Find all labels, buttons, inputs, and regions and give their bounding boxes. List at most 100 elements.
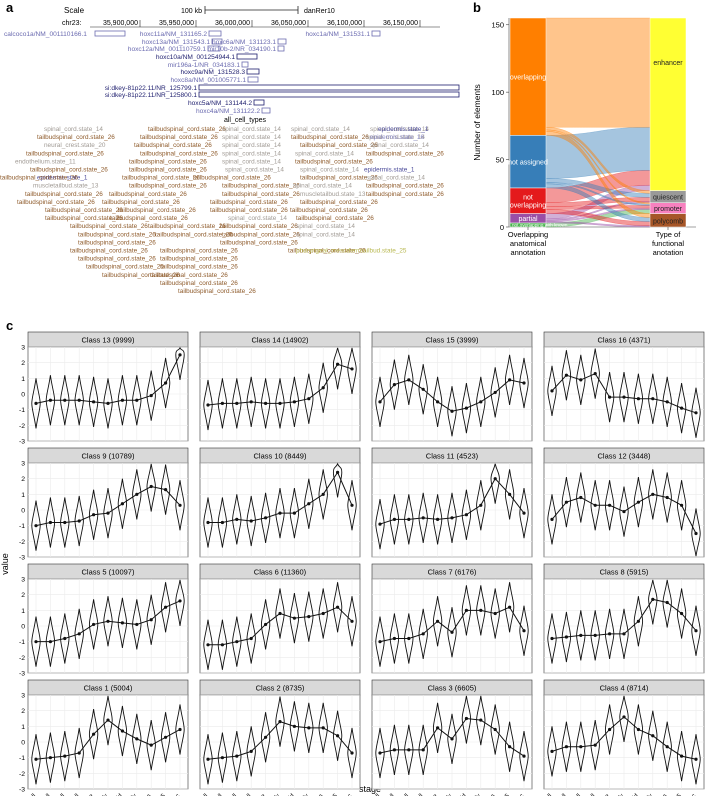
mean-point [77, 519, 81, 523]
mean-point [264, 735, 268, 739]
state-label: epidermis.state_16 [370, 134, 424, 141]
violin-shape [619, 486, 629, 537]
state-label: tailbudspinal_cord.state_26 [222, 191, 300, 198]
y-tick-label: -1 [19, 407, 25, 414]
gene-model [371, 30, 381, 37]
state-label: tailbudspinal_cord.state_26 [129, 158, 207, 165]
state-label: tailbudspinal_cord.state_26 [220, 239, 298, 246]
mean-point [206, 520, 210, 525]
mean-point [278, 611, 282, 616]
x-tick-label: 32–cell [191, 792, 210, 796]
violin-shape [676, 382, 687, 434]
y-tick-label: 0 [21, 392, 25, 399]
right-stratum-label: quiescent [653, 195, 683, 202]
state-label: spinal_cord.state_14 [366, 134, 425, 141]
state-label: spinal_cord.state_14 [296, 231, 355, 238]
y-tick-label: 3 [21, 693, 25, 700]
state-label: tailbudspinal_cord.state_26 [122, 175, 200, 182]
alluvial-flow [545, 17, 651, 128]
violin-shape [88, 599, 99, 650]
violin-shape [175, 579, 185, 627]
x-tick-label: 30%–epiboly [423, 792, 454, 796]
mean-point [77, 632, 81, 636]
mean-point [550, 749, 554, 753]
gene-model [207, 45, 221, 52]
mean-point [206, 757, 210, 761]
y-tick-label: -3 [19, 555, 25, 562]
facet-title: Class 8 (5915) [600, 568, 649, 577]
y-tick-label: -2 [19, 423, 25, 430]
violin-shape [691, 508, 701, 557]
state-label: spinal_cord.state_14 [228, 215, 287, 222]
y-tick-label: -3 [19, 671, 25, 678]
state-label: tailbudspinal_cord.state_26 [290, 207, 368, 214]
mean-point [622, 395, 626, 399]
facet-panel: Class 2 (8735)32–cell64–cell128–cell256–… [191, 679, 361, 801]
mean-point [550, 636, 554, 641]
violin-shape [576, 354, 586, 406]
y-tick-label: 1 [21, 724, 25, 731]
violin-shape [432, 596, 443, 647]
state-label: spinal_cord.state_14 [225, 167, 284, 174]
y-tick-label: 0 [500, 223, 504, 232]
violin-shape [260, 599, 271, 650]
mean-point [407, 748, 411, 752]
violin-shape [45, 375, 56, 426]
violin-shape [389, 494, 400, 545]
state-label: endothelium.state_11 [15, 158, 76, 165]
mean-point [164, 381, 168, 385]
state-label: tailbudspinal_cord.state_26 [45, 207, 123, 214]
violin-shape [289, 701, 300, 752]
violin-shape [232, 616, 242, 667]
mean-point [48, 398, 53, 402]
violin-shape [619, 372, 629, 423]
state-label: tailbudspinal_cord.state_26 [140, 134, 218, 141]
x-tick-label: 30%–epiboly [595, 792, 626, 796]
mean-point [149, 393, 153, 398]
y-tick-label: 1 [21, 608, 25, 615]
violin-shape [662, 721, 672, 772]
violin-shape [604, 480, 615, 531]
violin-shape [132, 375, 142, 426]
mean-point [178, 599, 182, 603]
violin-shape [74, 495, 84, 547]
violin-shape [404, 354, 414, 406]
violin-shape [676, 588, 687, 639]
mean-point [106, 511, 110, 515]
violin-shape [547, 726, 557, 777]
violin-shape [60, 730, 70, 782]
mean-point [292, 724, 296, 728]
x-tick-label: 30%–epiboly [251, 792, 282, 796]
violin-shape [175, 704, 185, 755]
mean-point [522, 381, 526, 385]
mean-point [665, 600, 669, 605]
y-tick-label: 2 [21, 360, 25, 367]
state-label: tailbudspinal_cord.state_26 [70, 223, 148, 230]
facet-panel: Class 12 (3448) [543, 447, 705, 558]
x-tick-label: 75%–epiboly [280, 792, 311, 796]
violin-shape [275, 588, 285, 639]
coordinate-label: 36,000,000 [215, 20, 250, 27]
state-label: spinal_cord.state_14 [222, 150, 281, 157]
mean-point [264, 516, 268, 520]
y-tick-label: 150 [491, 21, 504, 30]
mean-point [608, 632, 612, 636]
mean-point [378, 640, 382, 644]
violin-shape [476, 376, 486, 427]
state-label: tailbudspinal_cord.state_26 [148, 126, 226, 133]
violin-shape [260, 378, 271, 429]
violin-panel: c value stage Class 13 (9999) -3 -2 -1 0 1 2 3 Cla… [0, 318, 706, 801]
mean-point [164, 488, 168, 492]
violin-shape [476, 480, 486, 531]
state-label: tailbudspinal_cord.state_26 [222, 183, 300, 190]
mean-point [493, 611, 497, 616]
right-stratum-label: promoter [654, 206, 683, 213]
mean-point [464, 716, 468, 721]
state-label: spinal_cord.state_14 [295, 150, 354, 157]
x-tick-label: Prim–5 [492, 792, 511, 796]
state-label: spinal_cord.state_14 [296, 223, 355, 230]
mean-point [508, 378, 512, 382]
mean-point [665, 745, 669, 749]
mean-point [550, 517, 554, 521]
